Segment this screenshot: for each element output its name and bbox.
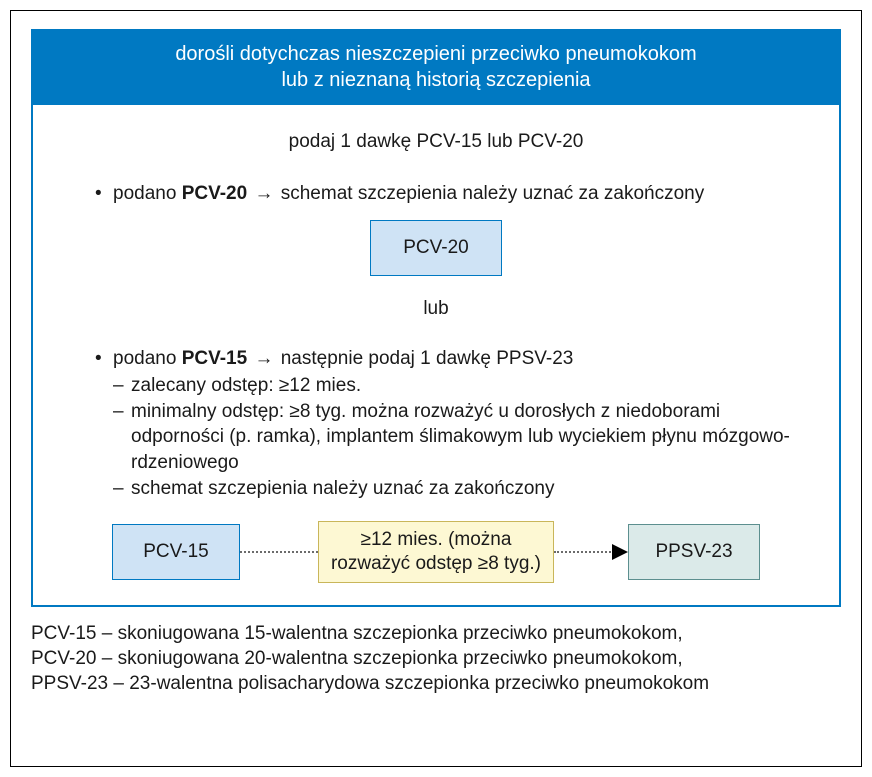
arrow-icon: →	[247, 183, 281, 204]
arrow-icon: →	[247, 348, 281, 369]
option-2-text: podano PCV-15 → następnie podaj 1 dawkę …	[113, 346, 573, 372]
opt2-bold: PCV-15	[182, 348, 247, 369]
legend-line-2: PCV-20 – skoniugowana 20-walentna szczep…	[31, 646, 841, 671]
main-panel: dorośli dotychczas nieszczepieni przeciw…	[31, 29, 841, 607]
option-2-sublist: zalecany odstęp: ≥12 mies. minimalny ods…	[113, 373, 811, 501]
interval-box: ≥12 mies. (można rozważyć odstęp ≥8 tyg.…	[318, 521, 554, 583]
option-2: podano PCV-15 → następnie podaj 1 dawkę …	[95, 346, 811, 372]
sub2-text: minimalny odstęp: ≥8 tyg. można rozważyć…	[131, 399, 811, 476]
dash-icon	[113, 373, 131, 399]
panel-header: dorośli dotychczas nieszczepieni przeciw…	[33, 31, 839, 105]
opt1-rest: schemat szczepienia należy uznać za zako…	[281, 183, 705, 204]
legend-line-3: PPSV-23 – 23-walentna polisacharydowa sz…	[31, 671, 841, 696]
opt1-prefix: podano	[113, 183, 182, 204]
opt2-rest: następnie podaj 1 dawkę PPSV-23	[281, 348, 574, 369]
connector-right	[554, 551, 614, 553]
bullet-icon	[95, 181, 113, 207]
header-line-2: lub z nieznaną historią szczepienia	[43, 67, 829, 93]
dash-icon	[113, 399, 131, 476]
legend: PCV-15 – skoniugowana 15-walentna szczep…	[31, 621, 841, 696]
option-1: podano PCV-20 → schemat szczepienia nale…	[95, 181, 811, 207]
sub-item-1: zalecany odstęp: ≥12 mies.	[113, 373, 811, 399]
pcv20-box: PCV-20	[370, 220, 502, 276]
sub3-text: schemat szczepienia należy uznać za zako…	[131, 476, 555, 502]
figure-outer: dorośli dotychczas nieszczepieni przeciw…	[10, 10, 862, 767]
opt2-prefix: podano	[113, 348, 182, 369]
instruction-text: podaj 1 dawkę PCV-15 lub PCV-20	[61, 129, 811, 155]
flow-diagram: PCV-15 ≥12 mies. (można rozważyć odstęp …	[61, 521, 811, 583]
opt1-bold: PCV-20	[182, 183, 247, 204]
legend-line-1: PCV-15 – skoniugowana 15-walentna szczep…	[31, 621, 841, 646]
pcv15-box: PCV-15	[112, 524, 240, 580]
dash-icon	[113, 476, 131, 502]
bullet-icon	[95, 346, 113, 372]
connector-left	[240, 551, 318, 553]
option-1-text: podano PCV-20 → schemat szczepienia nale…	[113, 181, 704, 207]
or-label: lub	[61, 296, 811, 322]
sub-item-3: schemat szczepienia należy uznać za zako…	[113, 476, 811, 502]
arrowhead-icon	[612, 544, 628, 560]
interval-line-2: rozważyć odstęp ≥8 tyg.)	[327, 552, 545, 576]
header-line-1: dorośli dotychczas nieszczepieni przeciw…	[43, 41, 829, 67]
sub1-text: zalecany odstęp: ≥12 mies.	[131, 373, 361, 399]
panel-body: podaj 1 dawkę PCV-15 lub PCV-20 podano P…	[33, 105, 839, 605]
sub-item-2: minimalny odstęp: ≥8 tyg. można rozważyć…	[113, 399, 811, 476]
ppsv23-box: PPSV-23	[628, 524, 760, 580]
interval-line-1: ≥12 mies. (można	[327, 528, 545, 552]
